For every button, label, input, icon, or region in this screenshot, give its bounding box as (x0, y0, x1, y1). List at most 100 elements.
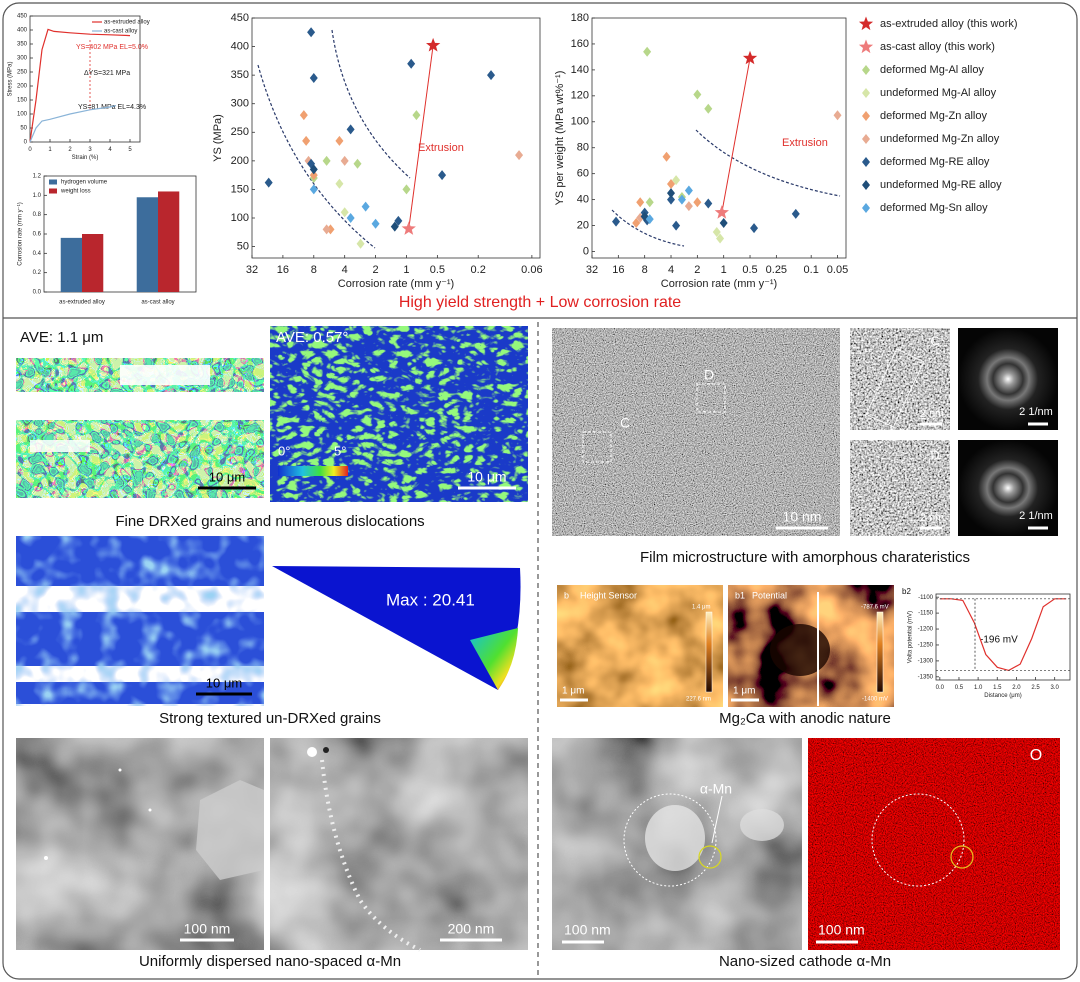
x-axis-label: Corrosion rate (mm y⁻¹) (338, 278, 454, 290)
y-tick-label: 50 (237, 240, 249, 252)
panel-tag: b (564, 590, 569, 600)
point (264, 177, 273, 188)
x-tick-label: 1.0 (974, 685, 983, 691)
caption: Uniformly dispersed nano-spaced α-Mn (139, 953, 401, 970)
legend-label: weight loss (60, 189, 91, 195)
point (401, 221, 416, 235)
x-tick-label: 3 (88, 147, 92, 153)
point (515, 150, 524, 161)
ave-label: AVE: 1.1 μm (20, 329, 103, 346)
pole-figure: Max : 20.41 (272, 566, 521, 690)
x-tick-label: 0.5 (742, 264, 757, 276)
point (643, 46, 652, 57)
x-axis-label: Strain (%) (72, 155, 99, 161)
y-tick-label: -1250 (918, 643, 934, 649)
x-tick-label: 2.5 (1031, 685, 1040, 691)
element-map (808, 738, 1060, 950)
x-tick-label: 32 (246, 264, 258, 276)
point (390, 221, 399, 232)
point (299, 110, 308, 121)
guide-curve (695, 129, 841, 197)
x-tick-label: 0.06 (521, 264, 542, 276)
y-tick-label: 100 (231, 212, 249, 224)
x-tick-label: 4 (342, 264, 348, 276)
point (407, 58, 416, 69)
point (340, 207, 349, 218)
point (322, 155, 331, 166)
y-tick-label: -1150 (918, 611, 934, 617)
x-tick-label: 2 (373, 264, 379, 276)
point (693, 197, 702, 208)
bar-max: 1.4 μm (692, 605, 710, 611)
y-tick-label: 350 (17, 42, 28, 48)
kam-map: AVE: 0.57° 0° 5° 10 μm (270, 326, 528, 502)
x-tick-label: 0.5 (430, 264, 445, 276)
annotation: Extrusion (418, 142, 464, 154)
map-texture (16, 536, 264, 706)
point (714, 205, 729, 219)
point (667, 179, 676, 190)
y-tick-label: -1300 (918, 658, 934, 664)
y-tick-label: 180 (571, 12, 589, 24)
scale-label: 100 nm (184, 921, 231, 937)
legend-label: as-extruded alloy (this work) (880, 18, 1018, 30)
x-tick-label: 1 (721, 264, 727, 276)
y-tick-label: -1350 (918, 674, 934, 680)
tem-inset: C 2 nm D 2 nm 2 1/nm 2 1/nm (850, 328, 1058, 536)
unrecrystallized (30, 440, 90, 452)
y-tick-label: -1100 (918, 595, 934, 601)
region-box (866, 458, 924, 536)
stem-image: α-Mn 100 nm (552, 738, 802, 950)
region-box (865, 348, 925, 428)
unrecrystallized (120, 365, 210, 385)
point (677, 194, 686, 205)
point (833, 110, 842, 121)
legend-label: deformed Mg-RE alloy (880, 156, 990, 168)
point (612, 216, 621, 227)
y-axis-label: Volta potential (mV) (908, 611, 914, 663)
x-tick-label: 1 (403, 264, 409, 276)
y-tick-label: 20 (577, 219, 589, 231)
guide-curve (331, 29, 411, 179)
x-tick-label: as-cast alloy (141, 300, 174, 306)
scale-label: 2 1/nm (1019, 510, 1053, 522)
region-box (582, 431, 612, 463)
scale-label: 1 μm (733, 686, 755, 697)
scale-label: 10 μm (209, 469, 245, 484)
point (371, 218, 380, 229)
y-tick-label: 450 (231, 12, 249, 24)
point (667, 188, 676, 199)
caption: Nano-sized cathode α-Mn (719, 953, 891, 970)
y-tick-label: 140 (571, 64, 589, 76)
y-tick-label: 80 (577, 142, 589, 154)
scale-label: 200 nm (448, 921, 495, 937)
micrograph (850, 440, 950, 536)
x-tick-label: 16 (612, 264, 624, 276)
y-tick-label: 150 (17, 98, 28, 104)
particle (118, 768, 122, 772)
y-tick-label: 400 (17, 28, 28, 34)
particle (645, 805, 705, 871)
point (353, 158, 362, 169)
stem-image: 100 nm (16, 738, 264, 950)
highlight-circle (871, 793, 965, 887)
color-bar (876, 611, 884, 693)
afm-height: b Height Sensor 1.4 μm 227.6 nm 1 μm (557, 585, 723, 707)
y-tick-label: 150 (231, 183, 249, 195)
bar-min: -1400 mV (862, 697, 888, 703)
point (672, 175, 681, 186)
x-tick-label: 0.25 (766, 264, 787, 276)
y-tick-label: 300 (17, 56, 28, 62)
x-tick-label: 8 (311, 264, 317, 276)
grain (196, 780, 264, 880)
legend-swatch (862, 180, 870, 190)
scale-label: 2 nm (920, 512, 944, 524)
point (394, 215, 403, 226)
y-tick-label: 250 (17, 70, 28, 76)
y-tick-label: 0.0 (33, 290, 42, 296)
x-axis-label: Distance (μm) (984, 693, 1021, 699)
highlight-circle (623, 793, 717, 887)
bar (60, 237, 82, 292)
y-tick-label: 400 (231, 40, 249, 52)
particle (740, 809, 784, 841)
